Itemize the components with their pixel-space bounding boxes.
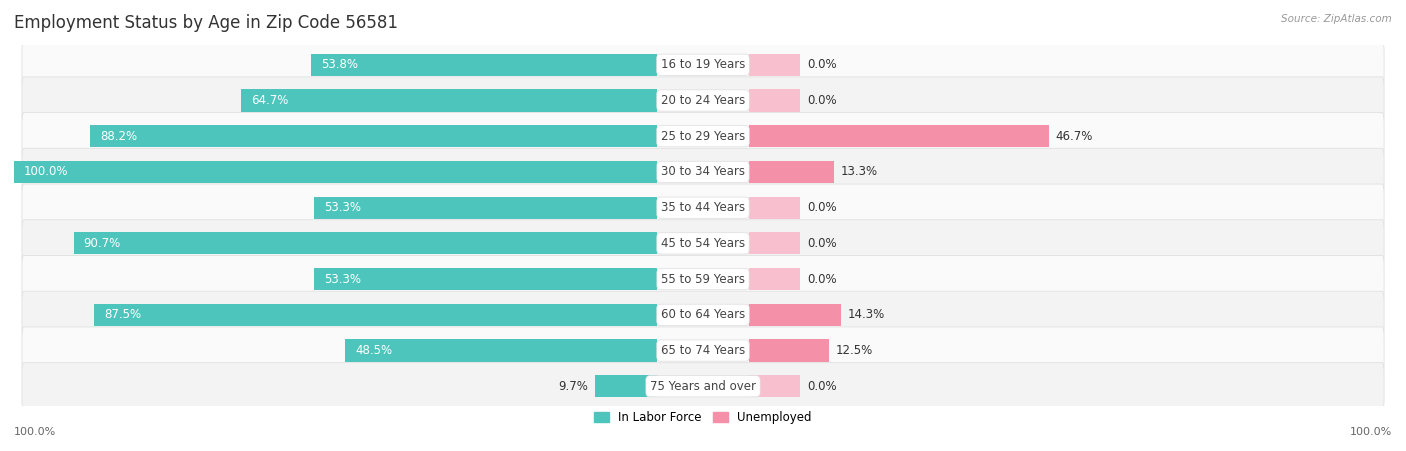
Text: 53.3%: 53.3%: [325, 272, 361, 285]
Legend: In Labor Force, Unemployed: In Labor Force, Unemployed: [589, 406, 817, 429]
Bar: [749, 232, 800, 254]
Bar: [346, 340, 657, 362]
Text: 0.0%: 0.0%: [807, 272, 837, 285]
Text: 87.5%: 87.5%: [104, 308, 142, 321]
Text: 55 to 59 Years: 55 to 59 Years: [661, 272, 745, 285]
Text: 53.8%: 53.8%: [321, 58, 359, 71]
Bar: [75, 232, 657, 254]
Bar: [749, 304, 841, 326]
Text: Employment Status by Age in Zip Code 56581: Employment Status by Age in Zip Code 565…: [14, 14, 398, 32]
Text: 100.0%: 100.0%: [24, 166, 69, 179]
Text: 75 Years and over: 75 Years and over: [650, 380, 756, 393]
Bar: [315, 268, 657, 290]
Bar: [749, 375, 800, 397]
Bar: [14, 161, 657, 183]
Text: 0.0%: 0.0%: [807, 201, 837, 214]
Bar: [749, 161, 834, 183]
Text: 30 to 34 Years: 30 to 34 Years: [661, 166, 745, 179]
FancyBboxPatch shape: [22, 363, 1384, 410]
Bar: [240, 89, 657, 111]
Text: 64.7%: 64.7%: [250, 94, 288, 107]
FancyBboxPatch shape: [22, 291, 1384, 338]
Text: 0.0%: 0.0%: [807, 237, 837, 250]
Bar: [749, 197, 800, 219]
FancyBboxPatch shape: [22, 41, 1384, 88]
Text: 35 to 44 Years: 35 to 44 Years: [661, 201, 745, 214]
Text: 100.0%: 100.0%: [1350, 428, 1392, 437]
Bar: [311, 54, 657, 76]
FancyBboxPatch shape: [22, 256, 1384, 303]
Text: 25 to 29 Years: 25 to 29 Years: [661, 130, 745, 143]
Text: 46.7%: 46.7%: [1056, 130, 1092, 143]
Text: 20 to 24 Years: 20 to 24 Years: [661, 94, 745, 107]
Text: 12.5%: 12.5%: [835, 344, 873, 357]
Bar: [749, 54, 800, 76]
Text: 0.0%: 0.0%: [807, 380, 837, 393]
Text: 48.5%: 48.5%: [356, 344, 392, 357]
Bar: [90, 125, 657, 147]
Bar: [749, 268, 800, 290]
Text: 65 to 74 Years: 65 to 74 Years: [661, 344, 745, 357]
Text: 60 to 64 Years: 60 to 64 Years: [661, 308, 745, 321]
Text: 13.3%: 13.3%: [841, 166, 879, 179]
Text: 88.2%: 88.2%: [100, 130, 136, 143]
Text: 16 to 19 Years: 16 to 19 Years: [661, 58, 745, 71]
FancyBboxPatch shape: [22, 113, 1384, 160]
Bar: [315, 197, 657, 219]
FancyBboxPatch shape: [22, 77, 1384, 124]
Text: 0.0%: 0.0%: [807, 58, 837, 71]
Text: 100.0%: 100.0%: [14, 428, 56, 437]
FancyBboxPatch shape: [22, 184, 1384, 231]
FancyBboxPatch shape: [22, 327, 1384, 374]
Bar: [595, 375, 657, 397]
Text: Source: ZipAtlas.com: Source: ZipAtlas.com: [1281, 14, 1392, 23]
Bar: [749, 89, 800, 111]
Bar: [94, 304, 657, 326]
Text: 14.3%: 14.3%: [848, 308, 884, 321]
Text: 53.3%: 53.3%: [325, 201, 361, 214]
Text: 0.0%: 0.0%: [807, 94, 837, 107]
Text: 9.7%: 9.7%: [558, 380, 588, 393]
Text: 45 to 54 Years: 45 to 54 Years: [661, 237, 745, 250]
Bar: [749, 125, 1049, 147]
FancyBboxPatch shape: [22, 148, 1384, 195]
Bar: [749, 340, 830, 362]
FancyBboxPatch shape: [22, 220, 1384, 267]
Text: 90.7%: 90.7%: [84, 237, 121, 250]
